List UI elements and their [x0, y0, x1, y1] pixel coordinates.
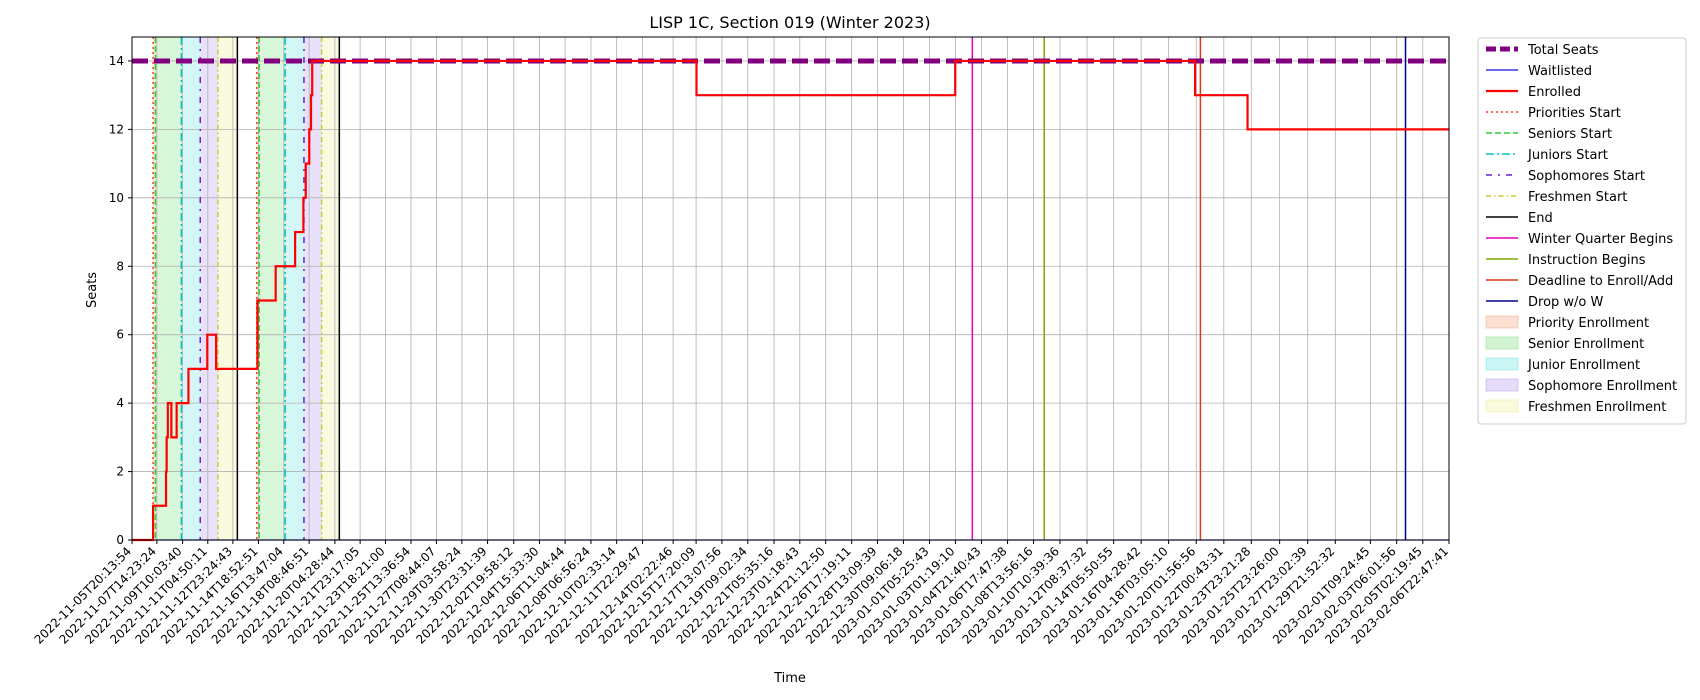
y-tick-label-2: 4 [116, 396, 124, 410]
shaded-region-0-0 [153, 37, 156, 540]
shaded-region-2-0 [181, 37, 201, 540]
legend-swatch-17 [1485, 399, 1519, 413]
legend-label-2: Enrolled [1528, 85, 1581, 100]
legend-label-12: Drop w/o W [1528, 295, 1604, 310]
y-tick-label-0: 0 [116, 533, 124, 547]
legend-label-16: Sophomore Enrollment [1528, 379, 1677, 394]
shaded-region-0-1 [256, 37, 260, 540]
legend-label-10: Instruction Begins [1528, 253, 1646, 268]
legend-swatch-14 [1485, 336, 1519, 350]
legend-swatch-13 [1485, 315, 1519, 329]
legend-label-3: Priorities Start [1528, 106, 1621, 121]
legend-label-15: Junior Enrollment [1527, 358, 1640, 373]
legend-label-8: End [1528, 211, 1553, 226]
legend-label-11: Deadline to Enroll/Add [1528, 274, 1673, 289]
chart-title: LISP 1C, Section 019 (Winter 2023) [649, 13, 930, 32]
legend-label-13: Priority Enrollment [1528, 316, 1649, 331]
y-axis-label: Seats [85, 272, 100, 308]
legend-label-9: Winter Quarter Begins [1528, 232, 1673, 247]
legend: Total Seats Waitlisted Enrolled Priorities … [1477, 37, 1687, 425]
legend-label-14: Senior Enrollment [1528, 337, 1644, 352]
legend-label-5: Juniors Start [1527, 148, 1608, 163]
y-tick-label-5: 10 [109, 191, 124, 205]
shaded-region-3-1 [303, 37, 322, 540]
series-2 [132, 59, 1449, 542]
y-tick-label-4: 8 [116, 259, 124, 273]
legend-swatch-15 [1485, 357, 1519, 371]
y-tick-label-3: 6 [116, 328, 124, 342]
y-tick-label-1: 2 [116, 465, 124, 479]
shaded-region-1-1 [259, 37, 286, 540]
legend-label-4: Seniors Start [1528, 127, 1612, 142]
y-tick-label-7: 14 [109, 54, 124, 68]
shaded-region-1-0 [155, 37, 182, 540]
legend-label-7: Freshmen Start [1528, 190, 1627, 205]
legend-label-17: Freshmen Enrollment [1528, 400, 1666, 415]
legend-box [1477, 37, 1687, 425]
shaded-region-4-0 [217, 37, 238, 540]
legend-label-6: Sophomores Start [1528, 169, 1645, 184]
plot-area: 024681012142022-11-05T20:13:542022-11-07… [32, 36, 1451, 647]
legend-label-1: Waitlisted [1528, 64, 1592, 79]
y-tick-label-6: 12 [109, 122, 124, 136]
plot-frame [131, 36, 1450, 541]
x-axis-label: Time [773, 671, 806, 686]
legend-label-0: Total Seats [1527, 43, 1599, 58]
shaded-region-3-0 [200, 37, 218, 540]
shaded-region-2-1 [285, 37, 304, 540]
legend-swatch-16 [1485, 378, 1519, 392]
shaded-region-4-1 [321, 37, 340, 540]
